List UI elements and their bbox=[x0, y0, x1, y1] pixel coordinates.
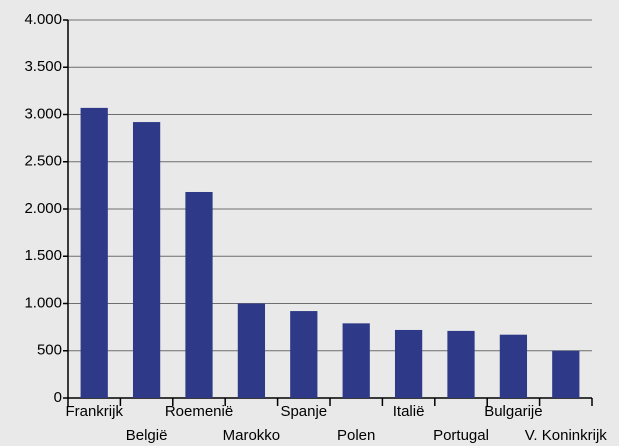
y-tick-label: 3.000 bbox=[24, 105, 62, 122]
bar bbox=[499, 334, 528, 398]
y-tick-label: 1.500 bbox=[24, 247, 62, 264]
x-tick-label: Roemenië bbox=[165, 403, 233, 420]
x-tick-label: Marokko bbox=[223, 427, 281, 444]
bar bbox=[552, 350, 580, 398]
bar bbox=[185, 191, 213, 398]
x-tick-label: Bulgarije bbox=[484, 403, 542, 420]
bar bbox=[394, 329, 423, 398]
y-tick-label: 0 bbox=[54, 389, 62, 406]
x-tick-label: Polen bbox=[337, 427, 375, 444]
bar bbox=[80, 107, 108, 398]
bar bbox=[342, 323, 370, 398]
y-tick-label: 4.000 bbox=[24, 11, 62, 28]
bar bbox=[447, 330, 475, 398]
bar bbox=[237, 303, 266, 398]
x-tick-label: Frankrijk bbox=[65, 403, 123, 420]
y-tick-label: 1.000 bbox=[24, 294, 62, 311]
x-tick-label: België bbox=[126, 427, 168, 444]
x-tick-label: Spanje bbox=[280, 403, 327, 420]
y-tick-label: 2.500 bbox=[24, 153, 62, 170]
x-tick-label: Portugal bbox=[433, 427, 489, 444]
x-tick-label: Italië bbox=[393, 403, 425, 420]
x-tick-label: V. Koninkrijk bbox=[525, 427, 607, 444]
y-tick-label: 3.500 bbox=[24, 58, 62, 75]
y-tick-label: 2.000 bbox=[24, 200, 62, 217]
y-tick-label: 500 bbox=[37, 342, 62, 359]
bar bbox=[290, 311, 318, 398]
bar bbox=[132, 122, 161, 398]
